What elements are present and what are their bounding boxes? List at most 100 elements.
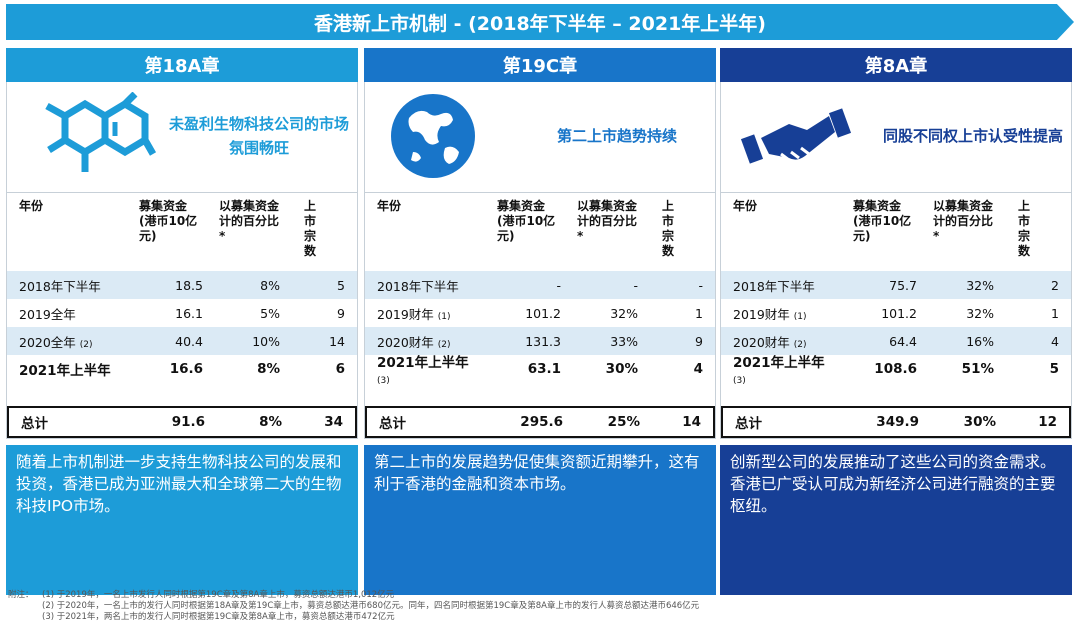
year-cell: 2021年上半年: [377, 355, 469, 371]
description-box: 第二上市的发展趋势促使集资额近期攀升，这有利于香港的金融和资本市场。: [364, 445, 716, 595]
count-cell: 4: [693, 361, 703, 377]
count-cell: 1: [695, 305, 703, 321]
data-table: 年份 募集资金(港币10亿元) 以募集资金计的百分比* 上市宗数 2018年下半…: [364, 193, 716, 439]
percent-cell: 30%: [605, 361, 638, 377]
feature-text: 未盈利生物科技公司的市场氛围畅旺: [168, 115, 349, 157]
table-row: 2021年上半年 (3) 63.1 30% 4: [365, 355, 715, 386]
table-row: 2020财年 (2) 64.4 16% 4: [721, 327, 1071, 355]
raised-cell: 64.4: [889, 333, 917, 349]
year-cell: 2018年下半年: [377, 278, 459, 294]
chapter-header: 第19C章: [364, 48, 716, 82]
total-raised: 91.6: [171, 414, 205, 430]
table-row: 2018年下半年 - - -: [365, 271, 715, 299]
count-cell: 4: [1051, 333, 1059, 349]
year-cell: 2018年下半年: [19, 278, 101, 294]
count-cell: -: [698, 277, 703, 293]
feature-box: 未盈利生物科技公司的市场氛围畅旺: [6, 82, 358, 193]
year-cell: 2021年上半年: [19, 363, 111, 379]
year-cell: 2021年上半年: [733, 355, 825, 371]
percent-cell: 10%: [252, 333, 280, 349]
total-count: 14: [682, 414, 701, 430]
year-note: (2): [79, 339, 93, 350]
molecule-icon: [27, 91, 157, 180]
footnote-label: 附注：: [8, 590, 34, 600]
data-table: 年份 募集资金(港币10亿元) 以募集资金计的百分比* 上市宗数 2018年下半…: [6, 193, 358, 439]
table-row: 2018年下半年 75.7 32% 2: [721, 271, 1071, 299]
percent-cell: 33%: [610, 333, 638, 349]
year-cell: 2020全年: [19, 334, 76, 350]
raised-cell: 63.1: [527, 361, 561, 377]
globe-icon: [385, 92, 515, 180]
total-raised: 295.6: [520, 414, 563, 430]
percent-cell: 8%: [257, 361, 280, 377]
raised-cell: 40.4: [175, 333, 203, 349]
total-raised: 349.9: [876, 414, 919, 430]
header-year: 年份: [377, 199, 402, 213]
year-cell: 2020财年: [377, 334, 434, 350]
handshake-icon: [740, 92, 871, 180]
percent-cell: 32%: [610, 305, 638, 321]
total-percent: 8%: [259, 414, 282, 430]
chapter-column: 第8A章 同股不同权上市认受性提高 年份 募集资金(港币10亿元) 以募集资金计…: [720, 48, 1072, 595]
total-label: 总计: [735, 416, 762, 432]
table-row: 2018年下半年 18.5 8% 5: [7, 271, 357, 299]
total-label: 总计: [21, 416, 48, 432]
year-note: (2): [793, 339, 807, 350]
header-year: 年份: [733, 199, 758, 213]
percent-cell: 32%: [966, 305, 994, 321]
year-cell: 2018年下半年: [733, 278, 815, 294]
raised-cell: 16.1: [175, 305, 203, 321]
raised-cell: -: [556, 277, 561, 293]
total-count: 34: [324, 414, 343, 430]
table-row: 2021年上半年 (3) 108.6 51% 5: [721, 355, 1071, 386]
count-cell: 5: [1049, 361, 1059, 377]
raised-cell: 101.2: [881, 305, 917, 321]
year-note: (3): [377, 376, 390, 386]
percent-cell: 32%: [966, 277, 994, 293]
page-title: 香港新上市机制 - (2018年下半年 – 2021年上半年): [314, 12, 766, 35]
raised-cell: 101.2: [525, 305, 561, 321]
data-table: 年份 募集资金(港币10亿元) 以募集资金计的百分比* 上市宗数 2018年下半…: [720, 193, 1072, 439]
header-count: 上市宗数: [1018, 199, 1031, 258]
footnote-line: (3) 于2021年，两名上市的发行人同时根据第19C章及第8A章上市，募资总额…: [42, 612, 395, 622]
chapter-column: 第18A章 未盈利生物科技公司的市场氛围畅旺 年份 募集资金(港币10亿元) 以…: [6, 48, 358, 595]
description-box: 随着上市机制进一步支持生物科技公司的发展和投资，香港已成为亚洲最大和全球第二大的…: [6, 445, 358, 595]
raised-cell: 18.5: [175, 277, 203, 293]
header-raised: 募集资金(港币10亿元): [497, 199, 556, 243]
percent-cell: 16%: [966, 333, 994, 349]
header-raised: 募集资金(港币10亿元): [139, 199, 198, 243]
year-cell: 2020财年: [733, 334, 790, 350]
header-percent: 以募集资金计的百分比*: [219, 199, 280, 243]
percent-cell: 5%: [260, 305, 280, 321]
footnote-line: (1) 于2019年，一名上市发行人同时根据第19C章及第8A章上市，募资总额达…: [42, 590, 395, 600]
table-row: 2021年上半年 16.6 8% 6: [7, 355, 357, 383]
count-cell: 2: [1051, 277, 1059, 293]
feature-box: 第二上市趋势持续: [364, 82, 716, 193]
year-note: (2): [437, 339, 451, 350]
total-row: 总计 295.6 25% 14: [365, 406, 715, 438]
total-row: 总计 91.6 8% 34: [7, 406, 357, 438]
year-note: (1): [437, 311, 451, 322]
table-row: 2020财年 (2) 131.3 33% 9: [365, 327, 715, 355]
header-raised: 募集资金(港币10亿元): [853, 199, 912, 243]
chapter-header: 第18A章: [6, 48, 358, 82]
feature-box: 同股不同权上市认受性提高: [720, 82, 1072, 193]
total-label: 总计: [379, 416, 406, 432]
header-year: 年份: [19, 199, 44, 213]
year-cell: 2019财年: [733, 306, 790, 322]
chapter-column: 第19C章 第二上市趋势持续 年份 募集资金(港币10亿元) 以募集资金计的百分…: [364, 48, 716, 595]
count-cell: 14: [329, 333, 345, 349]
year-cell: 2019财年: [377, 306, 434, 322]
feature-text: 第二上市趋势持续: [556, 127, 677, 145]
description-box: 创新型公司的发展推动了这些公司的资金需求。香港已广受认可成为新经济公司进行融资的…: [720, 445, 1072, 595]
year-note: (3): [733, 376, 746, 386]
chapter-header: 第8A章: [720, 48, 1072, 82]
count-cell: 9: [695, 333, 703, 349]
count-cell: 5: [337, 277, 345, 293]
count-cell: 9: [337, 305, 345, 321]
header-count: 上市宗数: [304, 199, 317, 258]
table-header: 年份 募集资金(港币10亿元) 以募集资金计的百分比* 上市宗数: [721, 193, 1071, 271]
table-row: 2019财年 (1) 101.2 32% 1: [721, 299, 1071, 327]
raised-cell: 16.6: [169, 361, 203, 377]
percent-cell: 51%: [961, 361, 994, 377]
